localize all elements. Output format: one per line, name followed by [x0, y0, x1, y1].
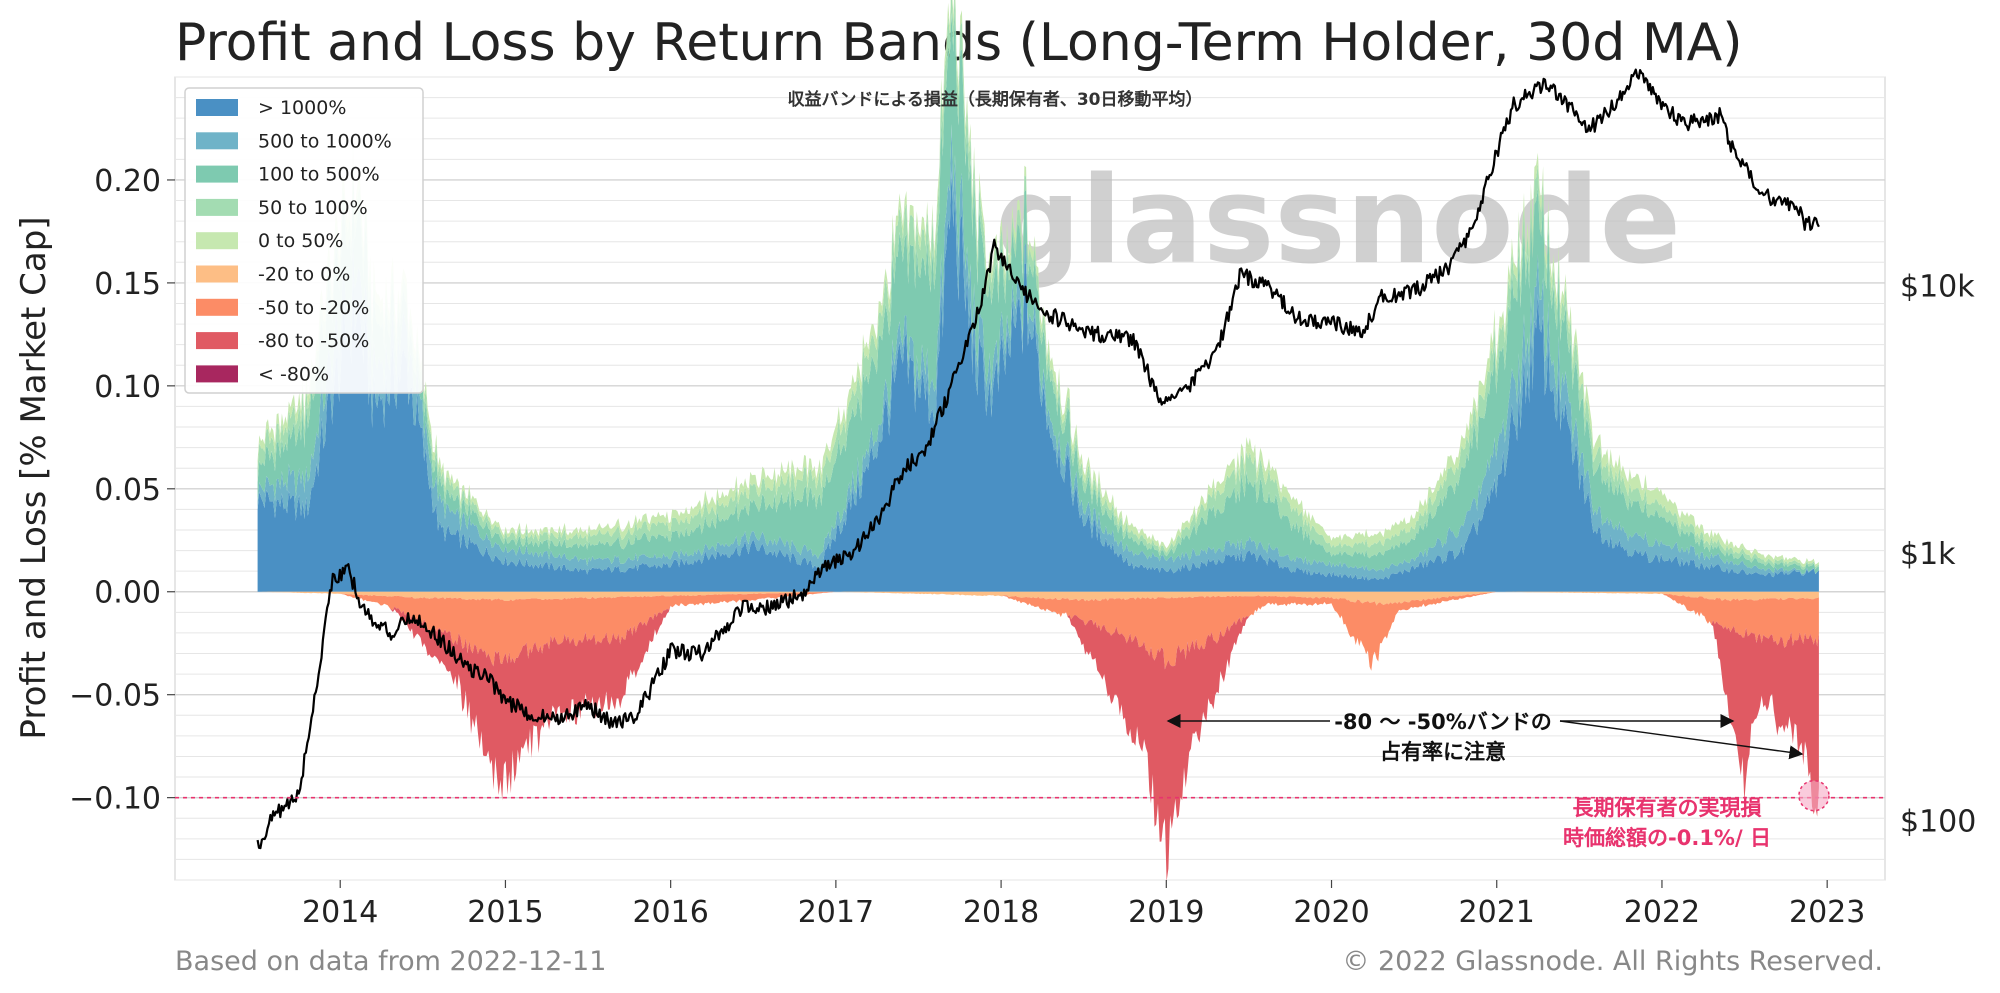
- area-band-loss-2: [257, 591, 1819, 671]
- legend-swatch: [196, 298, 238, 316]
- price-tick-label: $100: [1900, 805, 1976, 840]
- legend-label: 0 to 50%: [258, 230, 343, 252]
- area-band-1: [257, 170, 1819, 592]
- legend-label: -80 to -50%: [258, 330, 369, 352]
- y-tick-label: 0.00: [94, 576, 161, 611]
- annotation-arrow-2022b: [1559, 720, 1804, 760]
- x-tick-label: 2019: [1128, 895, 1204, 930]
- x-tick-label: 2017: [798, 895, 874, 930]
- x-tick-label: 2022: [1624, 895, 1700, 930]
- footer-left: Based on data from 2022-12-11: [175, 946, 606, 977]
- area-band-4: [257, 0, 1819, 570]
- legend-swatch: [196, 198, 238, 216]
- legend-label: -20 to 0%: [258, 264, 350, 286]
- price-series: [256, 68, 1820, 850]
- reference-highlight-circle: [1798, 779, 1830, 812]
- price-line: [256, 68, 1820, 850]
- legend-label: 50 to 100%: [258, 197, 368, 219]
- legend-swatch: [196, 132, 238, 150]
- chart-subtitle-jp: 収益バンドによる損益（長期保有者、30日移動平均）: [788, 89, 1203, 110]
- reference-line-layer: [175, 779, 1885, 812]
- legend-swatch: [196, 265, 238, 283]
- y-tick-label: 0.15: [94, 267, 161, 302]
- x-tick-label: 2014: [302, 895, 378, 930]
- legend-label: < -80%: [258, 363, 329, 385]
- legend-label: > 1000%: [258, 97, 346, 119]
- area-band-loss-1: [257, 591, 1819, 606]
- y-tick-label: −0.10: [69, 782, 161, 817]
- y-tick-label: 0.05: [94, 473, 161, 508]
- y-tick-label: 0.10: [94, 370, 161, 405]
- legend: > 1000% 500 to 1000% 100 to 500% 50 to 100%…: [184, 87, 424, 394]
- legend-swatch: [196, 165, 238, 183]
- annotation-realized-loss-line2: 時価総額の-0.1%/ 日: [1563, 826, 1771, 850]
- axes: 0.20 0.15 0.10 0.05 0.00 −0.05 −0.10 2014 2015 20…: [69, 164, 1976, 930]
- annotation-band-note-line1: -80 〜 -50%バンドの: [1334, 710, 1552, 734]
- x-tick-label: 2015: [467, 895, 543, 930]
- legend-swatch: [196, 99, 238, 116]
- x-tick-label: 2021: [1459, 895, 1535, 930]
- x-tick-label: 2023: [1789, 895, 1865, 930]
- price-tick-label: $10k: [1900, 269, 1975, 304]
- x-tick-label: 2016: [632, 895, 708, 930]
- legend-label: 100 to 500%: [258, 164, 380, 186]
- y-axis-label: Profit and Loss [% Market Cap]: [14, 216, 54, 739]
- legend-label: 500 to 1000%: [258, 130, 392, 152]
- legend-swatch: [196, 332, 238, 350]
- annotation-realized-loss-line1: 長期保有者の実現損: [1573, 796, 1763, 820]
- chart-title: Profit and Loss by Return Bands (Long-Te…: [175, 13, 1743, 73]
- legend-swatch: [196, 365, 238, 383]
- legend-box: [184, 87, 424, 394]
- footer-right: © 2022 Glassnode. All Rights Reserved.: [1342, 946, 1883, 977]
- y-tick-label: 0.20: [94, 164, 161, 199]
- legend-label: -50 to -20%: [258, 297, 369, 319]
- x-tick-label: 2018: [963, 895, 1039, 930]
- area-band-2: [257, 123, 1819, 581]
- y-tick-label: −0.05: [69, 679, 161, 714]
- price-tick-label: $1k: [1900, 537, 1956, 572]
- annotation-band-note-line2: 占有率に注意: [1380, 740, 1506, 764]
- annotations: -80 〜 -50%バンドの 占有率に注意 長期保有者の実現損 時価総額の-0.…: [1166, 710, 1804, 850]
- x-tick-label: 2020: [1293, 895, 1369, 930]
- watermark-glassnode: glassnode: [995, 152, 1681, 291]
- area-stack: [257, 0, 1819, 882]
- legend-swatch: [196, 232, 238, 250]
